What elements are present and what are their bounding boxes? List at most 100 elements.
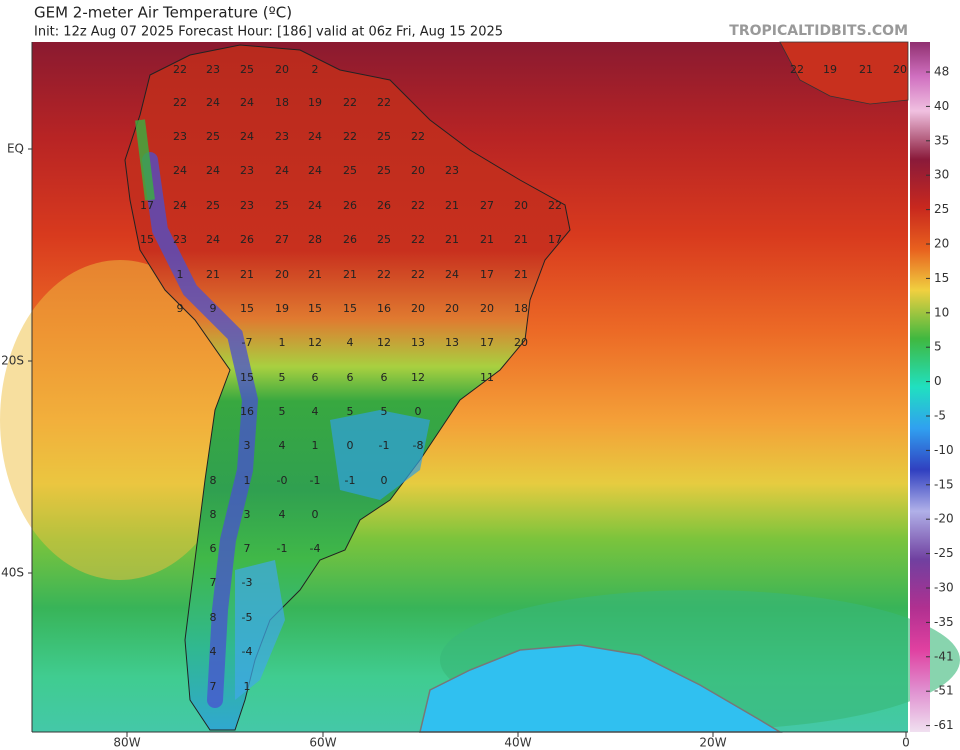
station-value: 22 [411, 130, 425, 143]
station-value: 21 [514, 233, 528, 246]
title: GEM 2-meter Air Temperature (ºC) [34, 4, 292, 22]
station-value: -4 [310, 542, 321, 555]
station-value: 16 [240, 405, 254, 418]
station-value: 18 [275, 96, 289, 109]
station-value: 15 [343, 302, 357, 315]
station-value: 9 [210, 302, 217, 315]
station-value: 4 [210, 645, 217, 658]
station-value: 23 [173, 233, 187, 246]
colorbar-label: -30 [934, 581, 954, 595]
station-value: -8 [413, 439, 424, 452]
station-value: 21 [240, 268, 254, 281]
station-value: 27 [275, 233, 289, 246]
station-value: 4 [347, 336, 354, 349]
andes-cool [135, 119, 155, 201]
station-value: 25 [206, 130, 220, 143]
station-value: 22 [173, 96, 187, 109]
station-value: -1 [379, 439, 390, 452]
station-value: 5 [279, 405, 286, 418]
station-value: -1 [277, 542, 288, 555]
station-value: 22 [411, 199, 425, 212]
station-value: 17 [480, 268, 494, 281]
station-value: -3 [242, 576, 253, 589]
station-value: 23 [275, 130, 289, 143]
station-value: 22 [411, 233, 425, 246]
station-value: 20 [514, 199, 528, 212]
colorbar [910, 42, 930, 732]
station-value: 21 [308, 268, 322, 281]
lon-label: 60W [309, 736, 336, 750]
station-value: 12 [308, 336, 322, 349]
station-value: 22 [343, 130, 357, 143]
station-value: 5 [279, 371, 286, 384]
station-value: 23 [240, 199, 254, 212]
colorbar-label: 30 [934, 168, 949, 182]
station-value: 22 [173, 63, 187, 76]
station-value: 3 [244, 508, 251, 521]
colorbar-label: -61 [934, 718, 954, 732]
shading [0, 260, 240, 580]
station-value: 26 [240, 233, 254, 246]
station-value: 19 [275, 302, 289, 315]
station-value: -1 [310, 474, 321, 487]
station-value: 17 [480, 336, 494, 349]
station-value: 0 [415, 405, 422, 418]
station-value: -5 [242, 611, 253, 624]
station-value: 20 [480, 302, 494, 315]
station-value: 21 [445, 199, 459, 212]
colorbar-label: -5 [934, 409, 946, 423]
south-america [124, 44, 571, 731]
station-value: 21 [343, 268, 357, 281]
station-value: 1 [177, 268, 184, 281]
station-value: 0 [312, 508, 319, 521]
station-value: -1 [345, 474, 356, 487]
station-value: 24 [308, 130, 322, 143]
andes-cold [142, 152, 259, 708]
colorbar-label: -20 [934, 512, 954, 526]
station-value: 24 [206, 164, 220, 177]
antarctic-peninsula [419, 644, 783, 733]
station-value: 24 [173, 199, 187, 212]
station-value: 20 [893, 63, 907, 76]
station-value: 7 [210, 576, 217, 589]
colorbar-label: 20 [934, 237, 949, 251]
station-value: 22 [377, 268, 391, 281]
station-value: 6 [210, 542, 217, 555]
station-value: 27 [480, 199, 494, 212]
map-area [0, 41, 960, 733]
colorbar-label: -41 [934, 649, 954, 663]
cold-area [330, 410, 430, 500]
station-value: 22 [548, 199, 562, 212]
station-value: 24 [275, 164, 289, 177]
station-value: 24 [240, 130, 254, 143]
station-value: 0 [381, 474, 388, 487]
station-value: 15 [240, 371, 254, 384]
station-value: 5 [381, 405, 388, 418]
station-value: 21 [206, 268, 220, 281]
lon-label: 80W [113, 736, 140, 750]
station-value: 20 [514, 336, 528, 349]
station-value: 3 [244, 439, 251, 452]
colorbar-label: 5 [934, 340, 942, 354]
lon-label: 0 [902, 736, 910, 750]
station-values: 22 23 25 20 2 2 2 1 9 21 20 22 24 24 18 19 22 22 23 25 24 23 2… [140, 63, 907, 693]
station-value: 19 [308, 96, 322, 109]
station-value: -0 [277, 474, 288, 487]
station-value: 25 [377, 164, 391, 177]
station-value: 12 [377, 336, 391, 349]
station-value: -7 [242, 336, 253, 349]
station-value: 15 [240, 302, 254, 315]
station-value: 6 [381, 371, 388, 384]
lon-label: 20W [699, 736, 726, 750]
colorbar-label: 48 [934, 65, 949, 79]
station-value: -4 [242, 645, 253, 658]
cold-area [235, 560, 285, 700]
station-value: 24 [206, 96, 220, 109]
lon-label: 40W [504, 736, 531, 750]
station-value: 18 [514, 302, 528, 315]
subtitle: Init: 12z Aug 07 2025 Forecast Hour: [18… [34, 25, 503, 40]
station-value: 4 [279, 508, 286, 521]
station-value: 24 [173, 164, 187, 177]
colorbar-label: -51 [934, 684, 954, 698]
